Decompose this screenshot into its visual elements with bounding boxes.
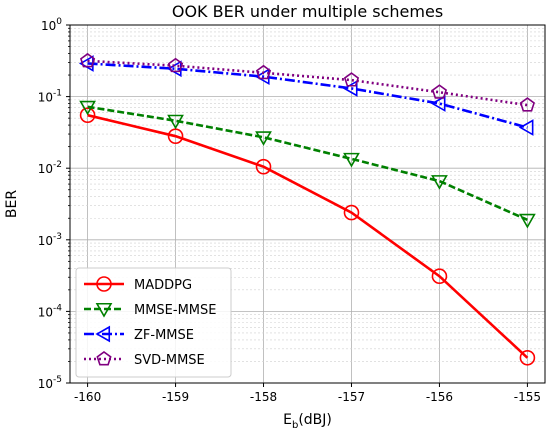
legend-entry: MADDPG (84, 276, 192, 293)
legend-marker (95, 325, 111, 343)
x-tick-label: -157 (338, 390, 365, 404)
series-line-zf-mmse (87, 62, 528, 129)
x-tick-label: -158 (250, 390, 277, 404)
data-point-svd-mmse (167, 57, 184, 73)
data-point-maddpg (519, 349, 536, 366)
x-axis-label: Eb(dBJ) (283, 412, 332, 431)
legend-label: SVD-MMSE (134, 353, 205, 368)
series-line-mmse-mmse (87, 105, 528, 222)
legend-label: MADDPG (134, 278, 192, 293)
x-tick-label: -155 (514, 390, 541, 404)
chart-title: OOK BER under multiple schemes (172, 2, 443, 21)
data-point-svd-mmse (519, 97, 536, 112)
y-tick-label: 100 (41, 17, 62, 33)
plot-frame (69, 24, 546, 384)
x-tick-label: -160 (74, 390, 101, 404)
axis-ticks: -160 -159 -158 -157 -156 -155 100 10-1 10-2 10-3 1… (38, 17, 541, 404)
data-point-mmse-mmse (167, 114, 184, 130)
data-point-mmse-mmse (343, 152, 360, 168)
data-point-maddpg (79, 107, 96, 123)
y-tick-label: 10-1 (38, 89, 62, 105)
series-layer (78, 52, 536, 366)
data-point-zf-mmse (430, 95, 446, 112)
data-point-svd-mmse (343, 72, 360, 87)
y-tick-label: 10-3 (38, 232, 62, 248)
data-point-zf-mmse (518, 119, 534, 136)
series-mmse-mmse (79, 100, 536, 229)
data-point-svd-mmse (79, 52, 96, 68)
y-tick-label: 10-4 (38, 303, 63, 319)
legend-marker (96, 276, 112, 292)
legend-label: ZF-MMSE (134, 328, 194, 343)
legend-label: MMSE-MMSE (134, 303, 217, 318)
legend: MADDPG MMSE-MMSE ZF-MMSE SVD-MMSE (75, 267, 232, 378)
series-line-svd-mmse (87, 59, 528, 107)
x-tick-label: -156 (426, 390, 453, 404)
x-tick-label: -159 (162, 390, 189, 404)
legend-entry: MMSE-MMSE (84, 302, 217, 318)
y-tick-label: 10-2 (38, 160, 62, 176)
y-tick-label: 10-5 (38, 375, 62, 391)
legend-marker (95, 302, 113, 318)
data-point-mmse-mmse (255, 131, 272, 146)
series-svd-mmse (79, 52, 536, 112)
data-point-svd-mmse (255, 64, 272, 80)
data-point-zf-mmse (342, 80, 358, 97)
data-point-maddpg (255, 158, 272, 175)
data-point-mmse-mmse (79, 100, 96, 116)
legend-marker (96, 351, 112, 366)
legend-entry: SVD-MMSE (84, 351, 205, 368)
data-point-svd-mmse (431, 84, 448, 99)
series-line-maddpg (87, 113, 529, 359)
data-point-mmse-mmse (519, 213, 536, 229)
data-point-mmse-mmse (431, 175, 448, 190)
data-point-maddpg (431, 268, 448, 285)
legend-entry: ZF-MMSE (84, 325, 194, 343)
legend-box (75, 267, 232, 378)
data-point-maddpg (343, 204, 360, 221)
y-axis-label: BER (4, 190, 20, 218)
